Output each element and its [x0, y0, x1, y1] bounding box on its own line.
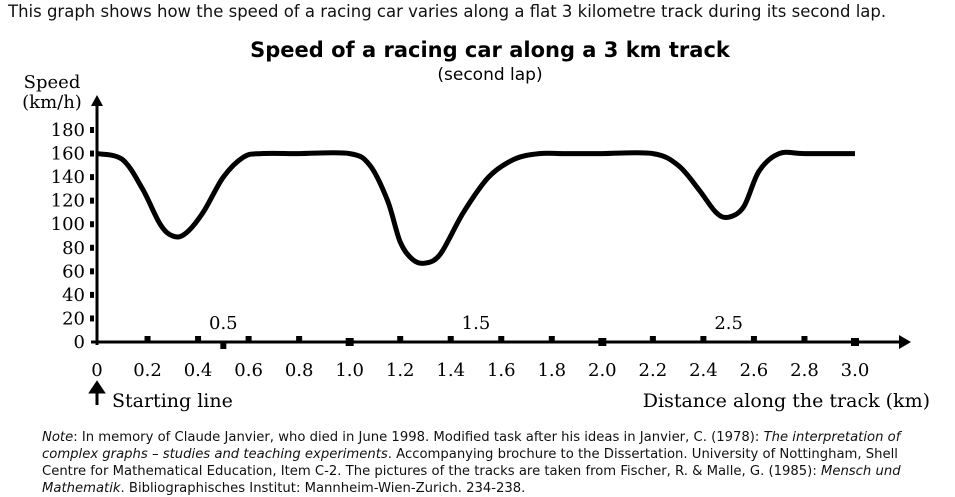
note-text-3: . Bibliographisches Institut: Mannheim-W…	[120, 481, 526, 496]
x-tick-label: 1.0	[335, 360, 364, 381]
x-tick-label: 2.8	[790, 360, 819, 381]
y-tick-label: 0	[74, 332, 85, 353]
y-tick-label: 60	[62, 261, 85, 282]
x-tick-mark	[548, 336, 555, 342]
y-tick-mark	[90, 268, 94, 275]
series	[96, 149, 855, 266]
x-tick-mark	[750, 336, 757, 342]
x-tick-label: 1.6	[487, 360, 516, 381]
note-italic-2: Mensch und Mathematik	[42, 464, 901, 496]
x-tick-mark	[296, 336, 303, 342]
x-tick-label: 2.4	[689, 360, 718, 381]
starting-line-marker: Starting line	[88, 380, 233, 412]
x-tick-label: 0	[91, 360, 102, 381]
y-tick-mark	[90, 197, 94, 204]
x-tick-mark	[851, 338, 859, 346]
x-axis-label: Distance along the track (km)	[643, 390, 930, 412]
note-text-1: : In memory of Claude Janvier, who died …	[73, 430, 764, 445]
x-axis-arrow-icon	[899, 335, 911, 349]
x-tick-label: 0.2	[133, 360, 162, 381]
x-tick-mark	[801, 336, 808, 342]
y-tick-label: 160	[51, 144, 85, 165]
x-tick-mark	[195, 336, 202, 342]
x-tick-mark	[598, 338, 607, 346]
y-tick-label: 80	[62, 238, 85, 259]
x-above-axis-label: 2.5	[714, 313, 743, 334]
y-tick-label: 40	[62, 285, 85, 306]
footnote: Note: In memory of Claude Janvier, who d…	[42, 429, 942, 497]
x-tick-mark	[700, 336, 707, 342]
up-arrow-icon	[88, 380, 106, 405]
x-above-axis-label: 0.5	[209, 313, 238, 334]
x-tick-mark	[245, 336, 252, 342]
y-tick-label: 140	[51, 167, 85, 188]
x-tick-label: 0.6	[234, 360, 263, 381]
x-tick-label: 1.2	[386, 360, 415, 381]
x-tick-mark	[498, 336, 505, 342]
x-tick-label: 1.8	[537, 360, 566, 381]
y-axis-arrow-icon	[91, 95, 103, 106]
axes	[91, 95, 911, 349]
y-tick-label: 180	[51, 120, 85, 141]
y-tick-mark	[90, 291, 94, 298]
x-tick-label: 3.0	[841, 360, 870, 381]
x-tick-mark	[649, 336, 656, 342]
y-tick-mark	[90, 127, 94, 133]
y-tick-label: 120	[51, 191, 85, 212]
note-text-2: . Accompanying brochure to the Dissertat…	[42, 447, 898, 479]
intro-text: This graph shows how the speed of a raci…	[8, 2, 887, 21]
chart-title: Speed of a racing car along a 3 km track	[250, 38, 731, 62]
y-tick-mark	[90, 315, 94, 322]
x-tick-mark	[220, 341, 227, 349]
note-italic-1: The interpretation of complex graphs – s…	[42, 430, 901, 462]
x-tick-mark	[447, 336, 454, 342]
note-label: Note	[42, 430, 74, 445]
chart-subtitle: (second lap)	[437, 65, 542, 85]
starting-line-label: Starting line	[112, 390, 233, 412]
y-tick-mark	[90, 244, 94, 251]
x-tick-label: 2.2	[639, 360, 668, 381]
x-tick-mark	[144, 336, 151, 342]
y-axis-label-line2: (km/h)	[22, 92, 82, 113]
y-tick-label: 20	[62, 308, 85, 329]
x-tick-label: 1.4	[436, 360, 465, 381]
x-tick-mark	[397, 336, 404, 342]
y-tick-mark	[90, 174, 94, 181]
y-tick-mark	[90, 150, 94, 157]
x-tick-label: 0.8	[285, 360, 314, 381]
speed-curve	[96, 149, 855, 266]
speed-chart: Speed of a racing car along a 3 km track…	[22, 38, 930, 412]
x-tick-label: 2.6	[740, 360, 769, 381]
x-tick-mark	[345, 338, 354, 346]
y-tick-mark	[90, 221, 94, 228]
y-axis-label-line1: Speed	[24, 72, 81, 93]
x-tick-label: 0.4	[184, 360, 213, 381]
y-tick-label: 100	[51, 214, 85, 235]
x-above-axis-label: 1.5	[462, 313, 491, 334]
x-tick-label: 2.0	[588, 360, 617, 381]
